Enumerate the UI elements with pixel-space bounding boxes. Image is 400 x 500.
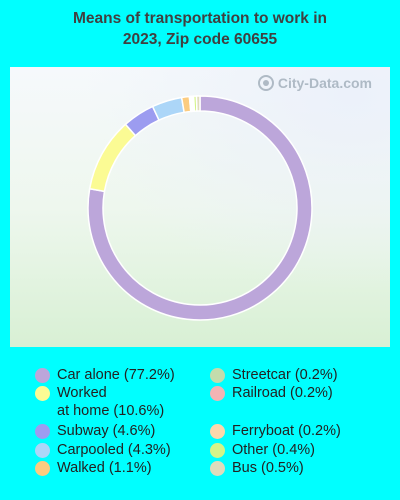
- legend-swatch: [35, 386, 50, 401]
- legend-label: Streetcar (0.2%): [232, 367, 338, 383]
- legend-label: Walked (1.1%): [57, 460, 152, 476]
- legend-label: Railroad (0.2%): [232, 385, 333, 401]
- legend-item-car-alone: Car alone (77.2%): [35, 366, 175, 384]
- donut-chart: [87, 95, 313, 321]
- legend-swatch: [210, 443, 225, 458]
- watermark-text: City-Data.com: [277, 75, 372, 91]
- legend-label: Carpooled (4.3%): [57, 442, 171, 458]
- legend-item-bus: Bus (0.5%): [210, 459, 304, 477]
- legend-swatch: [35, 443, 50, 458]
- donut-slice-bus: [195, 95, 201, 112]
- legend-label: Car alone (77.2%): [57, 367, 175, 383]
- legend-item-streetcar: Streetcar (0.2%): [210, 366, 338, 384]
- legend-label: Other (0.4%): [232, 442, 315, 458]
- legend-swatch: [35, 368, 50, 383]
- legend-item-ferryboat: Ferryboat (0.2%): [210, 422, 341, 440]
- chart-title-line-2: 2023, Zip code 60655: [122, 31, 278, 48]
- donut-slice-car-alone: [87, 95, 313, 321]
- legend-label: Subway (4.6%): [57, 423, 156, 439]
- panel-gradient: [10, 67, 390, 347]
- legend-item-subway: Subway (4.6%): [35, 422, 155, 440]
- legend-item-railroad: Railroad (0.2%): [210, 384, 333, 402]
- legend-swatch: [210, 461, 225, 476]
- chart-title: Means of transportation to work in 2023,…: [0, 8, 400, 50]
- legend-swatch: [210, 368, 225, 383]
- legend-swatch: [210, 386, 225, 401]
- legend-swatch: [210, 424, 225, 439]
- legend-label: Ferryboat (0.2%): [232, 423, 341, 439]
- legend-item-walked: Walked (1.1%): [35, 459, 152, 477]
- city-data-logo-icon: [257, 75, 274, 91]
- legend-item-other: Other (0.4%): [210, 441, 315, 459]
- donut-slice-worked-at-home: [88, 123, 137, 193]
- legend-item-worked-at-home: Worked at home (10.6%): [35, 384, 164, 420]
- chart-title-line-1: Means of transportation to work in: [72, 10, 328, 27]
- legend: Car alone (77.2%) Worked at home (10.6%) S…: [0, 362, 400, 494]
- legend-item-carpooled: Carpooled (4.3%): [35, 441, 171, 459]
- legend-label: Worked at home (10.6%): [57, 385, 165, 419]
- chart-panel: City-Data.com: [10, 67, 390, 347]
- donut-slice-carpooled: [151, 96, 185, 122]
- watermark: City-Data.com: [257, 75, 372, 91]
- legend-swatch: [35, 461, 50, 476]
- legend-swatch: [35, 424, 50, 439]
- legend-label: Bus (0.5%): [232, 460, 304, 476]
